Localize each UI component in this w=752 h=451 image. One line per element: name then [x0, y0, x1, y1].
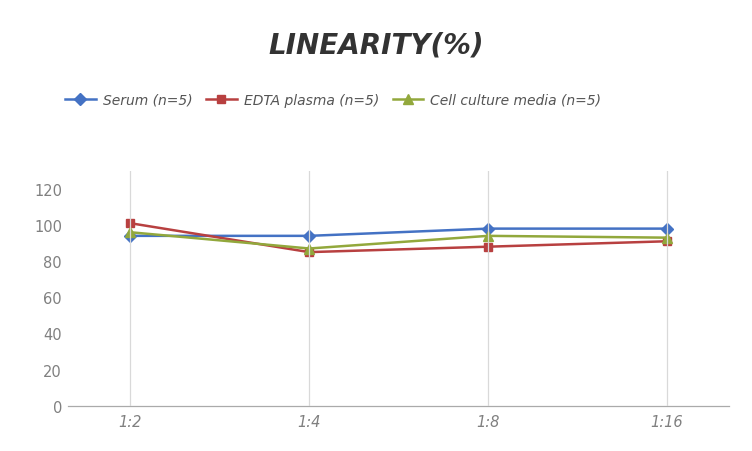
Text: LINEARITY(%): LINEARITY(%): [268, 32, 484, 60]
Legend: Serum (n=5), EDTA plasma (n=5), Cell culture media (n=5): Serum (n=5), EDTA plasma (n=5), Cell cul…: [59, 88, 607, 113]
